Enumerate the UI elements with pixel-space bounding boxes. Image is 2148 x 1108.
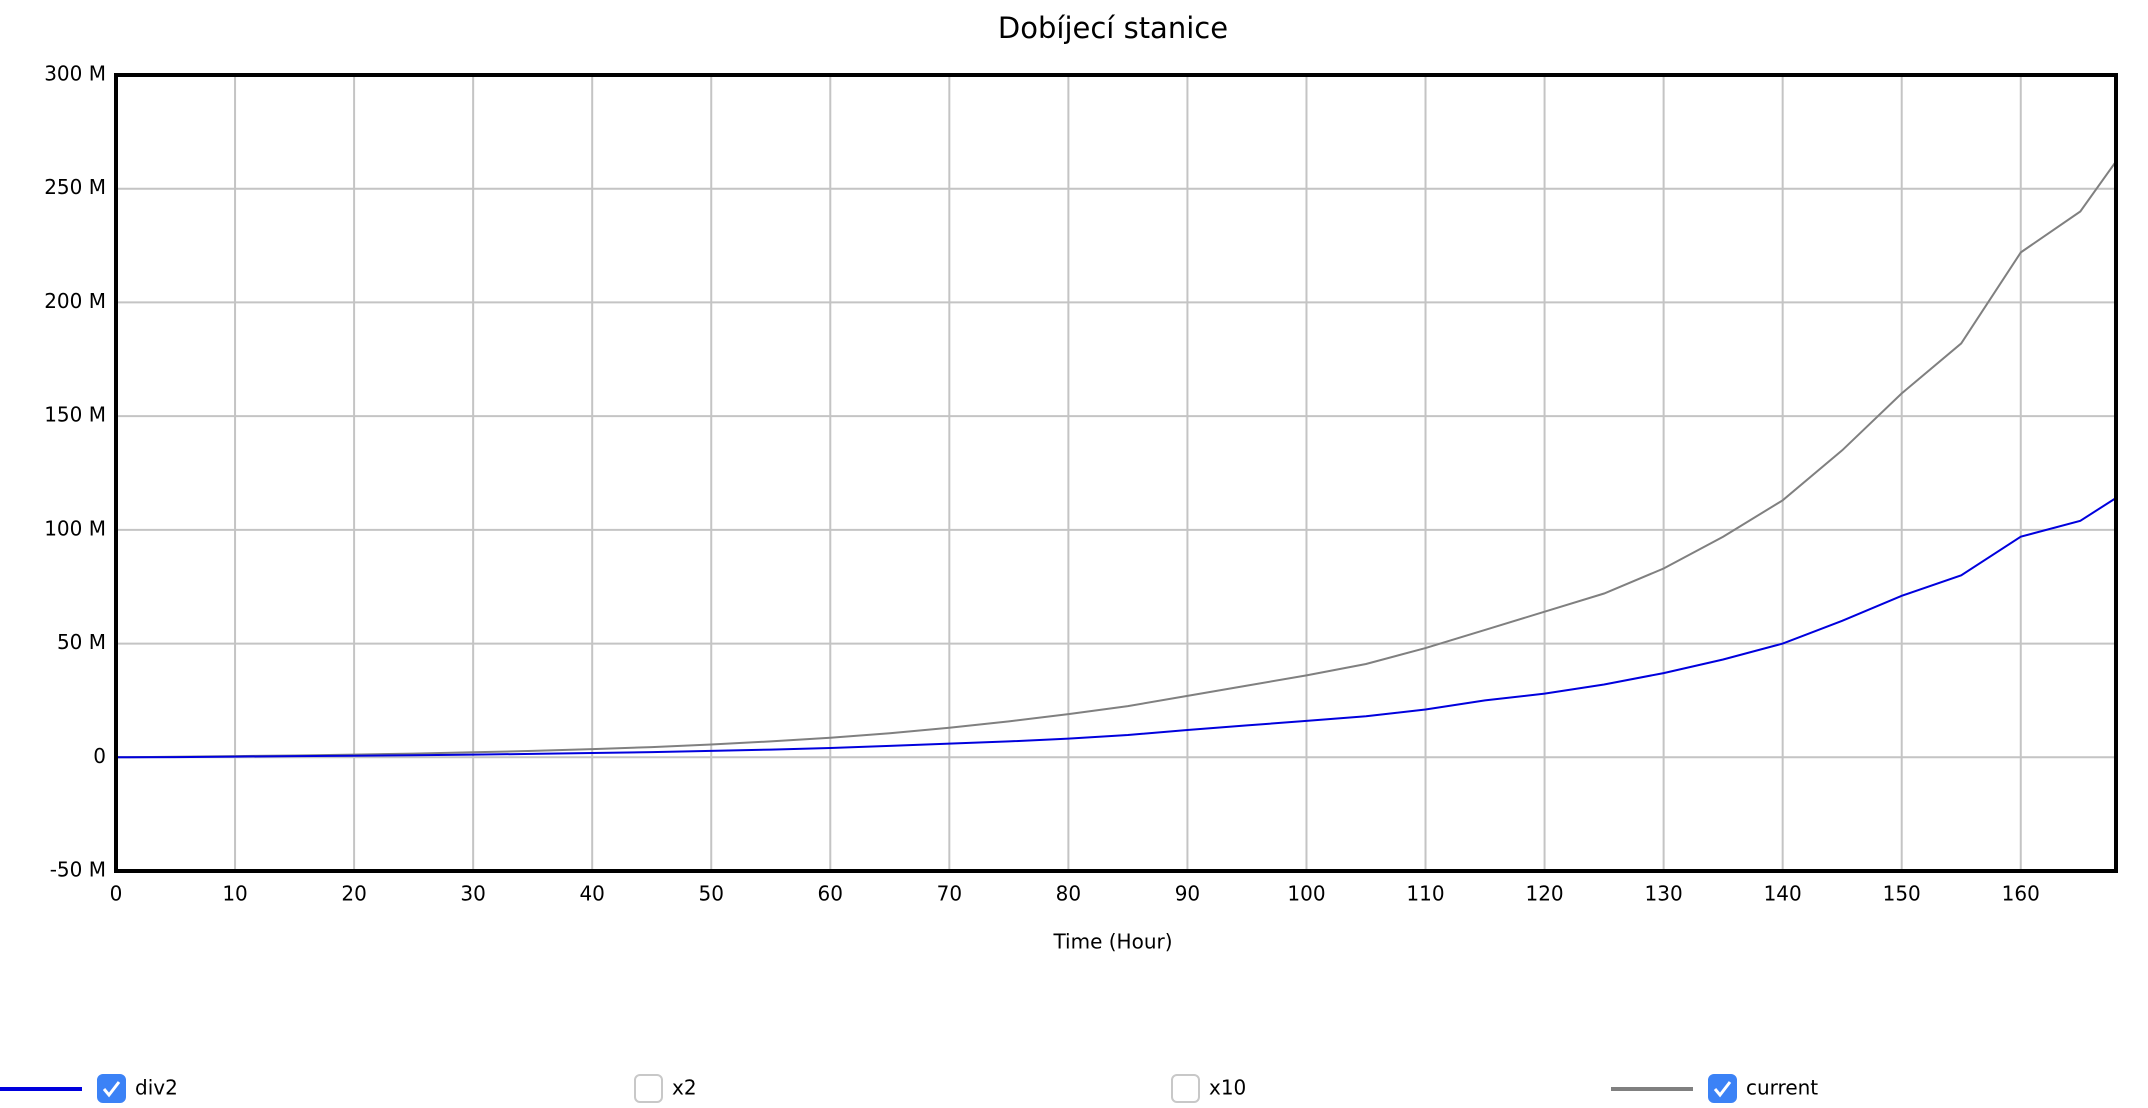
x-tick-label: 120 [1525, 882, 1563, 906]
x-tick-label: 140 [1764, 882, 1802, 906]
y-tick-label: 200 M [44, 289, 106, 313]
y-tick-label: 100 M [44, 516, 106, 540]
checkbox-box[interactable] [97, 1074, 126, 1103]
y-tick-label: 300 M [44, 62, 106, 86]
legend-checkbox[interactable] [1708, 1074, 1737, 1103]
x-tick-label: 70 [937, 882, 962, 906]
y-tick-label: 0 [93, 744, 106, 768]
checkbox-box[interactable] [1171, 1074, 1200, 1103]
x-tick-label: 150 [1883, 882, 1921, 906]
x-tick-label: 100 [1287, 882, 1325, 906]
legend-checkbox[interactable] [634, 1074, 663, 1103]
x-tick-label: 30 [460, 882, 485, 906]
x-tick-label: 130 [1645, 882, 1683, 906]
x-tick-label: 20 [341, 882, 366, 906]
x-tick-label: 50 [699, 882, 724, 906]
legend-checkbox[interactable] [97, 1074, 126, 1103]
y-tick-label: 150 M [44, 403, 106, 427]
check-mark[interactable] [1713, 1081, 1732, 1098]
plot-frame [114, 73, 2118, 873]
y-tick-label: -50 M [50, 858, 106, 882]
checkbox-box[interactable] [634, 1074, 663, 1103]
legend-checkbox[interactable] [1171, 1074, 1200, 1103]
y-tick-label: 250 M [44, 175, 106, 199]
series-line [115, 497, 2117, 759]
y-tick-label: 50 M [57, 630, 106, 654]
legend-label[interactable]: x2 [672, 1076, 697, 1100]
x-tick-label: 80 [1056, 882, 1081, 906]
checkbox-box[interactable] [1708, 1074, 1737, 1103]
x-tick-label: 90 [1175, 882, 1200, 906]
x-tick-label: 40 [579, 882, 604, 906]
x-tick-label: 110 [1406, 882, 1444, 906]
legend-label[interactable]: current [1746, 1076, 1818, 1100]
x-tick-label: 10 [222, 882, 247, 906]
x-tick-label: 0 [110, 882, 123, 906]
series-line [115, 160, 2117, 759]
x-tick-label: 60 [818, 882, 843, 906]
x-tick-label: 160 [2002, 882, 2040, 906]
legend-label[interactable]: div2 [135, 1076, 178, 1100]
x-axis-title: Time (Hour) [1052, 930, 1172, 954]
chart-title: Dobíjecí stanice [998, 11, 1228, 45]
legend-label[interactable]: x10 [1209, 1076, 1246, 1100]
check-mark[interactable] [102, 1081, 121, 1098]
